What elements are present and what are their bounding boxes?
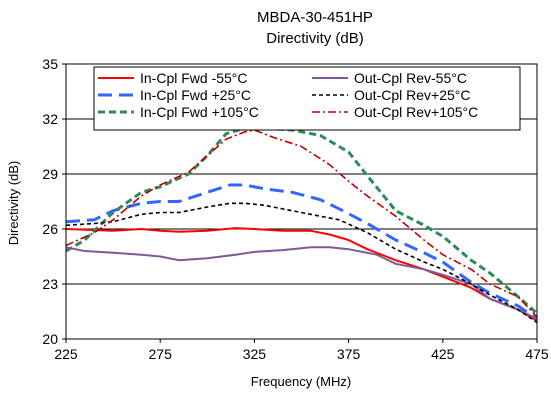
y-tick-label: 20: [42, 331, 58, 347]
y-tick-label: 32: [42, 111, 58, 127]
legend: In-Cpl Fwd -55°CIn-Cpl Fwd +25°CIn-Cpl F…: [93, 66, 521, 131]
chart-title: MBDA-30-451HP: [257, 9, 373, 26]
x-tick-label: 225: [54, 346, 78, 362]
series-line-1: [65, 227, 538, 322]
legend-label: Out-Cpl Rev+105°C: [354, 104, 478, 120]
legend-label: Out-Cpl Rev+25°C: [354, 87, 470, 103]
series-line-5: [65, 202, 538, 324]
chart-subtitle: Directivity (dB): [266, 30, 364, 47]
series-lines: [65, 126, 538, 324]
series-line-2: [65, 183, 538, 321]
legend-box: [93, 66, 521, 131]
y-tick-label: 23: [42, 276, 58, 292]
series-line-4: [65, 246, 538, 320]
y-tick-label: 29: [42, 166, 58, 182]
y-tick-label: 26: [42, 221, 58, 237]
x-tick-label: 475: [525, 346, 549, 362]
axis-ticks: 20 23 26 29 32 35 225 275 325 375 425 475: [42, 56, 548, 362]
legend-label: In-Cpl Fwd +25°C: [140, 87, 251, 103]
x-axis-label: Frequency (MHz): [251, 374, 351, 389]
x-tick-label: 325: [243, 346, 267, 362]
y-axis-label: Directivity (dB): [6, 161, 21, 246]
legend-label: In-Cpl Fwd -55°C: [140, 70, 248, 86]
y-tick-label: 35: [42, 56, 58, 72]
legend-label: In-Cpl Fwd +105°C: [140, 104, 259, 120]
x-tick-label: 275: [149, 346, 173, 362]
x-tick-label: 375: [337, 346, 361, 362]
legend-label: Out-Cpl Rev-55°C: [354, 70, 467, 86]
series-line-6: [65, 129, 538, 318]
x-tick-label: 425: [431, 346, 455, 362]
plot-area-frame: [65, 63, 538, 340]
